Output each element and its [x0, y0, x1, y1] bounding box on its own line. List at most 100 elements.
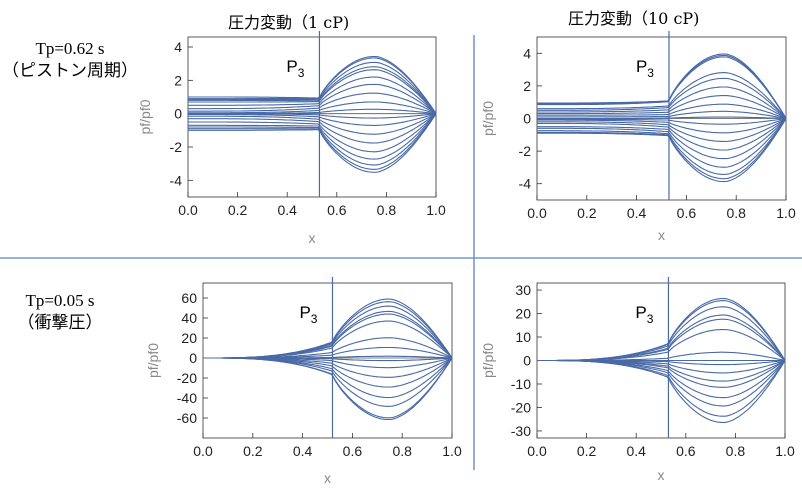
y-tick-label: 20 [181, 330, 197, 346]
series-line-4 [537, 72, 787, 119]
x-tick-label: 0.8 [392, 443, 412, 459]
p3-marker-label: P3 [635, 303, 653, 326]
y-axis-label: pf/pf0 [480, 343, 496, 378]
series-line-6 [537, 86, 787, 119]
series-line-11 [537, 117, 787, 125]
x-tick-label: 0.4 [277, 202, 297, 218]
x-tick-label: 0.0 [193, 443, 213, 459]
x-axis-label: x [658, 467, 665, 483]
series-line-6 [537, 328, 786, 362]
series-line-4 [203, 310, 453, 359]
plot-frame [202, 282, 453, 439]
y-tick-label: 2 [523, 78, 531, 94]
series-line-7 [537, 95, 787, 119]
x-tick-label: 0.2 [243, 443, 263, 459]
series-line-2 [188, 57, 437, 115]
x-tick-label: 0.0 [178, 202, 198, 218]
x-tick-label: 0.6 [676, 443, 696, 459]
series-line-16 [203, 357, 453, 419]
chart-panel-1: 0.0 0.2 0.4 0.6 0.8 1.0 -4 -2 0 2 4 x pf/pf0 P3 [137, 31, 446, 246]
series-line-9 [537, 110, 787, 120]
series-line-16 [188, 113, 437, 160]
y-tick-label: 40 [181, 310, 197, 326]
x-tick-label: 0.4 [626, 443, 646, 459]
row-label-piston-line2: （ピストン周期） [2, 61, 138, 80]
series-line-17 [537, 118, 787, 175]
series-line-6 [188, 76, 437, 115]
y-tick-label: 0 [189, 350, 197, 366]
y-axis-label: pf/pf0 [137, 99, 153, 134]
series-line-6 [203, 320, 453, 359]
row-label-piston-line1: Tp=0.62 s [35, 39, 105, 58]
series-line-17 [203, 357, 453, 421]
series-line-14 [203, 357, 453, 399]
x-axis-label: x [324, 470, 331, 486]
x-axis-label: x [309, 230, 316, 246]
x-tick-label: 0.2 [228, 202, 248, 218]
series-line-10 [537, 116, 787, 120]
series-line-13 [537, 118, 787, 142]
plot-frame [187, 36, 437, 198]
y-tick-label: 0 [523, 111, 531, 127]
p3-marker-subscript: 3 [647, 312, 654, 326]
series-line-4 [188, 66, 437, 115]
p3-marker-label: P3 [636, 57, 654, 80]
series-line-19 [188, 113, 437, 173]
x-tick-label: 0.8 [726, 443, 746, 459]
y-tick-label: -4 [170, 172, 183, 188]
row-label-impact-line1: Tp=0.05 s [25, 291, 95, 310]
series-line-5 [188, 69, 437, 115]
x-tick-label: 1.0 [442, 443, 462, 459]
x-tick-label: 0.4 [293, 443, 313, 459]
p3-marker-subscript: 3 [311, 312, 318, 326]
p3-marker-subscript: 3 [647, 66, 654, 80]
series-line-3 [537, 306, 786, 362]
y-tick-label: -30 [511, 423, 531, 439]
series-line-12 [537, 359, 786, 388]
series-line-7 [188, 83, 437, 115]
y-tick-label: -10 [511, 376, 531, 392]
y-tick-label: -2 [519, 143, 532, 159]
series-line-19 [537, 118, 787, 183]
y-axis-label: pf/pf0 [145, 343, 161, 378]
chart-panel-3: 0.0 0.2 0.4 0.6 0.8 1.0 -60 -40 -20 0 20 40 60 x pf/pf… [145, 277, 462, 486]
x-tick-label: 0.0 [527, 443, 547, 459]
series-line-17 [188, 113, 437, 166]
x-tick-label: 0.8 [377, 202, 397, 218]
series-line-5 [203, 313, 453, 359]
series-line-13 [537, 359, 786, 399]
x-tick-label: 1.0 [776, 205, 796, 221]
y-tick-label: -2 [170, 139, 183, 155]
p3-marker-label: P3 [299, 303, 317, 326]
y-tick-label: 0 [174, 106, 182, 122]
p3-marker-label: P3 [286, 57, 304, 80]
series-line-8 [188, 92, 437, 115]
x-tick-label: 0.6 [677, 205, 697, 221]
x-tick-label: 1.0 [775, 443, 795, 459]
y-tick-label: 60 [181, 290, 197, 306]
series-line-11 [188, 113, 437, 119]
series-line-8 [537, 103, 787, 120]
series-line-18 [537, 118, 787, 180]
y-tick-label: -4 [519, 176, 532, 192]
series-line-5 [537, 77, 787, 119]
series-line-14 [537, 118, 787, 151]
series-line-12 [188, 113, 437, 126]
y-tick-label: 30 [515, 282, 531, 298]
x-tick-label: 0.2 [577, 205, 597, 221]
chart-panel-2: 0.0 0.2 0.4 0.6 0.8 1.0 -4 -2 0 2 4 x pf/pf0 P3 [480, 31, 796, 243]
x-tick-label: 0.2 [577, 443, 597, 459]
series-line-9 [188, 101, 437, 115]
series-line-14 [188, 113, 437, 144]
y-tick-label: -20 [511, 399, 531, 415]
series-line-14 [537, 359, 786, 407]
p3-marker-subscript: 3 [298, 66, 305, 80]
y-tick-label: 4 [174, 39, 182, 55]
series-line-16 [537, 118, 787, 168]
y-tick-label: 4 [523, 45, 531, 61]
x-tick-label: 0.0 [527, 205, 547, 221]
y-tick-label: -40 [177, 390, 197, 406]
column-title-10cp: 圧力変動（10 cP) [568, 9, 700, 28]
x-tick-label: 0.6 [327, 202, 347, 218]
